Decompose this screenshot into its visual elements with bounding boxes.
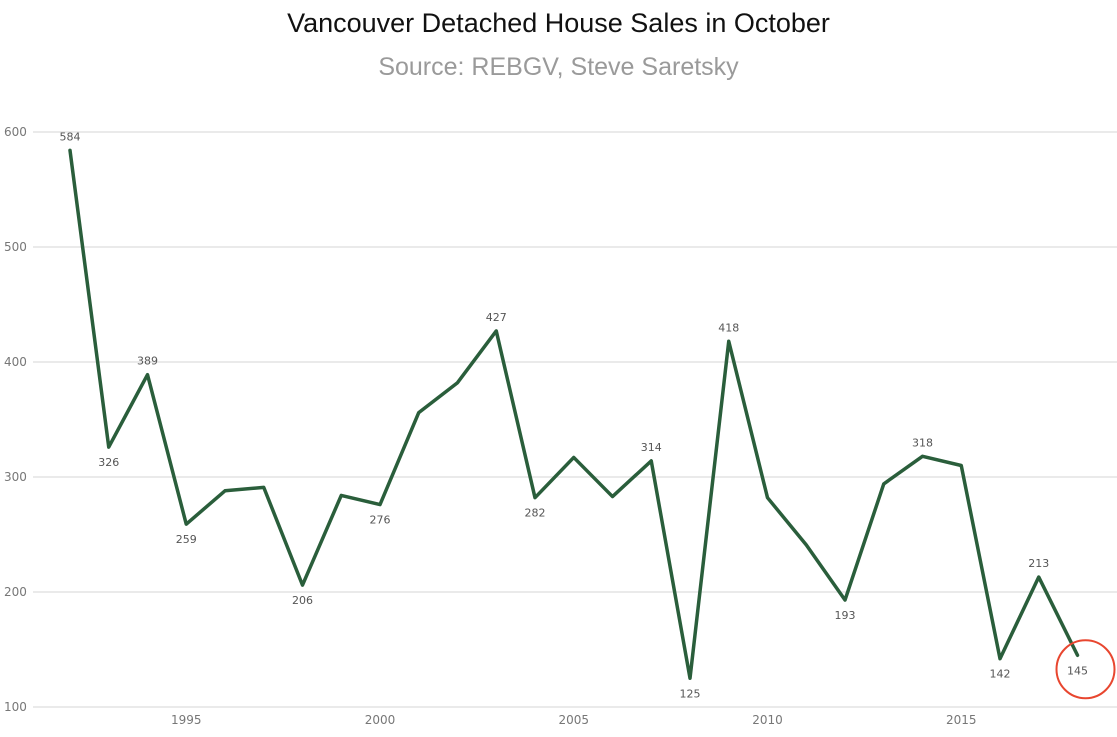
y-tick-label: 100 — [4, 700, 27, 714]
data-label: 125 — [680, 687, 701, 700]
gridlines — [33, 131, 1117, 708]
data-label: 142 — [990, 668, 1011, 681]
y-tick-label: 200 — [4, 585, 27, 599]
y-axis-ticks: 100 200 300 400 500 600 — [4, 125, 27, 714]
series-line — [68, 148, 1080, 680]
data-label: 206 — [292, 594, 313, 607]
y-tick-label: 400 — [4, 355, 27, 369]
x-tick-label: 2005 — [558, 713, 589, 727]
chart-title: Vancouver Detached House Sales in Octobe… — [287, 8, 830, 38]
x-tick-label: 2000 — [365, 713, 396, 727]
data-label: 145 — [1067, 664, 1088, 677]
data-label: 318 — [912, 436, 933, 449]
highlight-circle — [1055, 639, 1116, 700]
data-label: 259 — [176, 533, 197, 546]
data-labels: 584 326 389 259 206 276 427 282 314 125 418 193 318 1… — [60, 130, 1089, 700]
data-label: 427 — [486, 311, 507, 324]
y-tick-label: 300 — [4, 470, 27, 484]
data-label: 418 — [718, 321, 739, 334]
data-label: 193 — [835, 609, 856, 622]
data-label: 282 — [525, 507, 546, 520]
x-tick-label: 1995 — [171, 713, 202, 727]
data-label: 314 — [641, 441, 662, 454]
chart-subtitle: Source: REBGV, Steve Saretsky — [378, 53, 739, 81]
x-tick-label: 2015 — [946, 713, 977, 727]
x-axis-ticks: 1995 2000 2005 2010 2015 — [171, 713, 977, 727]
data-label: 584 — [60, 130, 81, 143]
y-tick-label: 500 — [4, 240, 27, 254]
data-label: 213 — [1028, 557, 1049, 570]
data-label: 389 — [137, 355, 158, 368]
x-tick-label: 2010 — [752, 713, 783, 727]
y-tick-label: 600 — [4, 125, 27, 139]
data-label: 326 — [98, 456, 119, 469]
data-label: 276 — [370, 514, 391, 527]
